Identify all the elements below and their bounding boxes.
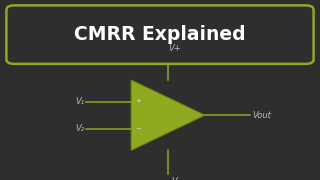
Text: +: + [135, 98, 141, 104]
Text: V+: V+ [169, 44, 181, 53]
Text: V₁: V₁ [76, 97, 85, 106]
Text: V₂: V₂ [76, 124, 85, 133]
FancyBboxPatch shape [6, 5, 314, 64]
Text: CMRR Explained: CMRR Explained [74, 25, 246, 44]
Text: Vout: Vout [253, 111, 272, 120]
Polygon shape [131, 80, 205, 150]
Text: −: − [135, 126, 141, 132]
Text: V-: V- [171, 177, 179, 180]
